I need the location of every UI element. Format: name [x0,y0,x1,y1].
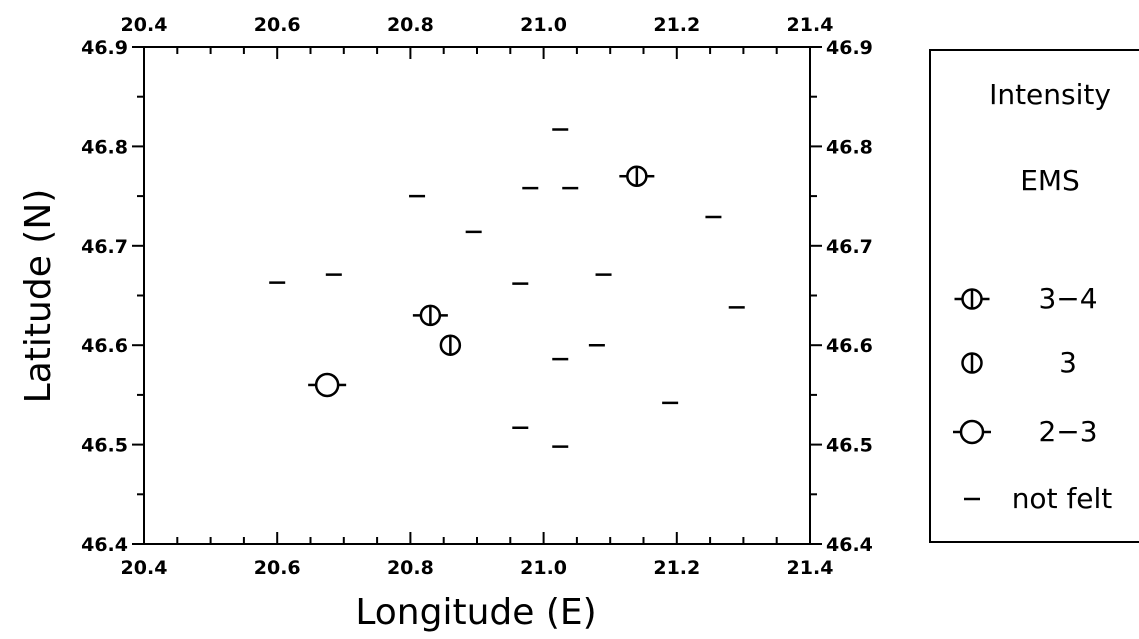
plot-frame [143,46,811,545]
x-tick-label-bottom: 20.8 [387,557,434,579]
tick-labels: 20.4 20.4 20.6 20.6 20.8 20.8 21.0 21.0 21.2 21.2… [81,14,873,579]
legend-symbol [953,419,991,445]
circle-mark [314,372,340,398]
x-tick-label-top: 21.4 [787,14,834,36]
legend-title-line-2: EMS [1020,164,1080,197]
y-tick-label-right: 46.9 [826,37,873,59]
legend-label-not-felt: not felt [1012,482,1113,515]
legend-label-3-4: 3−4 [1038,282,1097,315]
axis-ticks [132,46,822,545]
y-tick-label-left: 46.9 [81,37,128,59]
legend-symbol [961,352,983,374]
data-marks [269,128,745,448]
y-axis-title: Latitude (N) [18,189,59,404]
x-tick-label-bottom: 21.2 [653,557,700,579]
y-tick-label-left: 46.7 [81,236,128,258]
x-tick-label-bottom: 20.4 [121,557,168,579]
y-tick-label-right: 46.7 [826,236,873,258]
x-tick-label-bottom: 21.0 [520,557,567,579]
y-tick-label-right: 46.5 [826,435,873,457]
y-tick-label-right: 46.8 [826,136,873,158]
intensity-point [439,334,462,356]
y-tick-label-left: 46.6 [81,335,128,357]
legend-symbol [954,288,990,310]
intensity-point [619,165,655,187]
legend-label-3: 3 [1059,346,1077,379]
y-tick-label-left: 46.5 [81,435,128,457]
x-axis-title: Longitude (E) [355,592,596,633]
legend-title-line-1: Intensity [989,78,1111,111]
legend-label-2-3: 2−3 [1038,415,1097,448]
y-tick-label-right: 46.4 [826,534,873,556]
x-tick-label-top: 21.0 [520,14,567,36]
x-tick-label-top: 20.4 [121,14,168,36]
y-tick-label-left: 46.8 [81,136,128,158]
plot-area [143,46,811,545]
x-tick-label-top: 20.8 [387,14,434,36]
y-tick-label-right: 46.6 [826,335,873,357]
legend: Intensity EMS 3−4 3 2−3 not felt [929,49,1139,543]
intensity-point [412,304,448,327]
circle-mark [959,419,985,445]
legend-box [929,49,1139,543]
x-tick-label-top: 21.2 [653,14,700,36]
intensity-point [308,372,347,398]
x-tick-label-top: 20.6 [254,14,301,36]
y-tick-label-left: 46.4 [81,534,128,556]
x-tick-label-bottom: 20.6 [254,557,301,579]
x-tick-label-bottom: 21.4 [787,557,834,579]
